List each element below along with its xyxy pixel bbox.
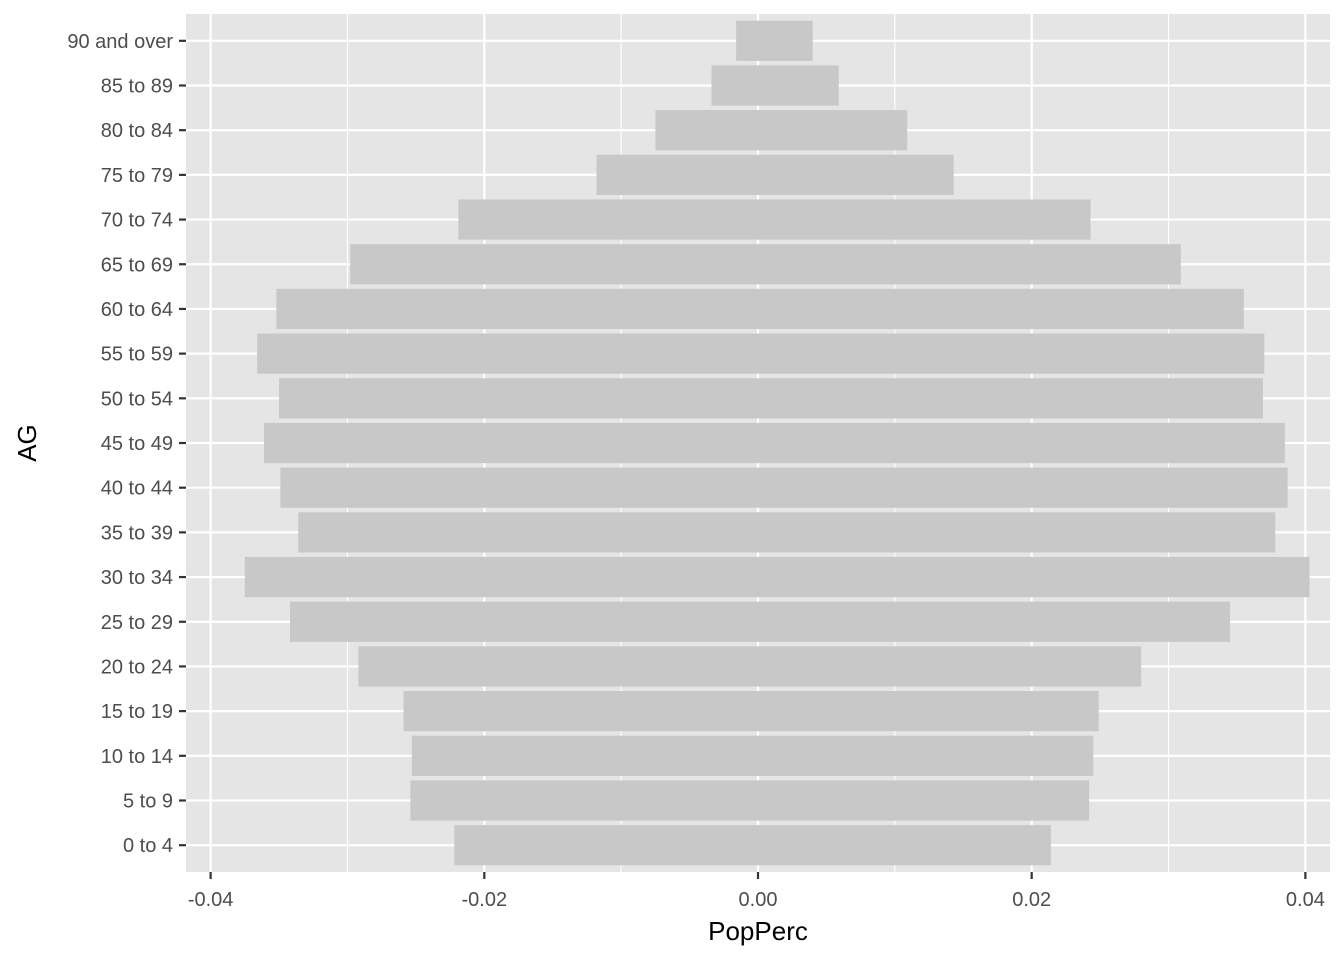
y-tick-label: 5 to 9 — [123, 791, 173, 813]
y-tick-label: 75 to 79 — [101, 165, 173, 187]
bar — [758, 691, 1099, 732]
bar — [758, 20, 813, 61]
bar — [758, 601, 1231, 642]
x-axis-title: PopPerc — [708, 916, 808, 946]
y-tick-label: 30 to 34 — [101, 567, 173, 589]
bar — [758, 199, 1091, 240]
bar — [279, 378, 758, 419]
x-axis: -0.04 -0.02 0.00 0.02 0.04 — [188, 872, 1325, 911]
x-tick-label: -0.02 — [462, 889, 508, 911]
bar — [655, 110, 758, 151]
y-tick-label: 50 to 54 — [101, 388, 173, 410]
bar — [758, 244, 1181, 285]
bar — [264, 422, 758, 464]
y-tick-label: 0 to 4 — [123, 835, 173, 857]
bar — [358, 646, 758, 687]
bar — [758, 110, 908, 151]
y-tick-label: 80 to 84 — [101, 120, 173, 142]
bar — [411, 735, 758, 776]
bar — [244, 556, 758, 598]
bar — [758, 288, 1244, 330]
bar — [758, 825, 1051, 866]
bar — [758, 422, 1285, 464]
x-tick-label: 0.00 — [739, 889, 778, 911]
bar — [298, 512, 758, 553]
y-axis-title: AG — [12, 424, 42, 462]
y-tick-label: 15 to 19 — [101, 701, 173, 723]
x-tick-label: -0.04 — [188, 889, 234, 911]
bar — [736, 20, 758, 61]
y-axis: 0 to 4 5 to 9 10 to 14 15 to 19 20 to 24 25 t… — [67, 31, 186, 857]
y-tick-label: 40 to 44 — [101, 478, 173, 500]
x-tick-label: 0.02 — [1012, 889, 1051, 911]
bar — [711, 65, 758, 106]
bar — [758, 154, 954, 195]
bar — [403, 691, 758, 732]
bar — [596, 154, 758, 195]
y-tick-label: 10 to 14 — [101, 746, 173, 768]
bar — [458, 199, 758, 240]
y-tick-label: 60 to 64 — [101, 299, 173, 321]
y-tick-label: 65 to 69 — [101, 254, 173, 276]
bars — [244, 20, 1310, 866]
y-tick-label: 25 to 29 — [101, 612, 173, 634]
bar — [758, 467, 1288, 508]
x-tick-label: 0.04 — [1286, 889, 1325, 911]
bar — [758, 512, 1276, 553]
bar — [758, 780, 1090, 821]
y-tick-label: 20 to 24 — [101, 656, 173, 678]
bar — [758, 333, 1265, 374]
y-tick-label: 90 and over — [67, 31, 173, 53]
bar — [290, 601, 758, 642]
bar — [758, 556, 1310, 598]
y-tick-label: 55 to 59 — [101, 344, 173, 366]
y-tick-label: 70 to 74 — [101, 210, 173, 232]
bar — [280, 467, 758, 508]
bar — [276, 288, 758, 330]
bar — [257, 333, 758, 374]
y-tick-label: 45 to 49 — [101, 433, 173, 455]
y-tick-label: 35 to 39 — [101, 522, 173, 544]
bar — [758, 646, 1142, 687]
bar — [758, 735, 1094, 776]
bar — [410, 780, 758, 821]
bar — [350, 244, 758, 285]
bar — [454, 825, 758, 866]
bar — [758, 65, 839, 106]
y-tick-label: 85 to 89 — [101, 76, 173, 98]
bar — [758, 378, 1263, 419]
